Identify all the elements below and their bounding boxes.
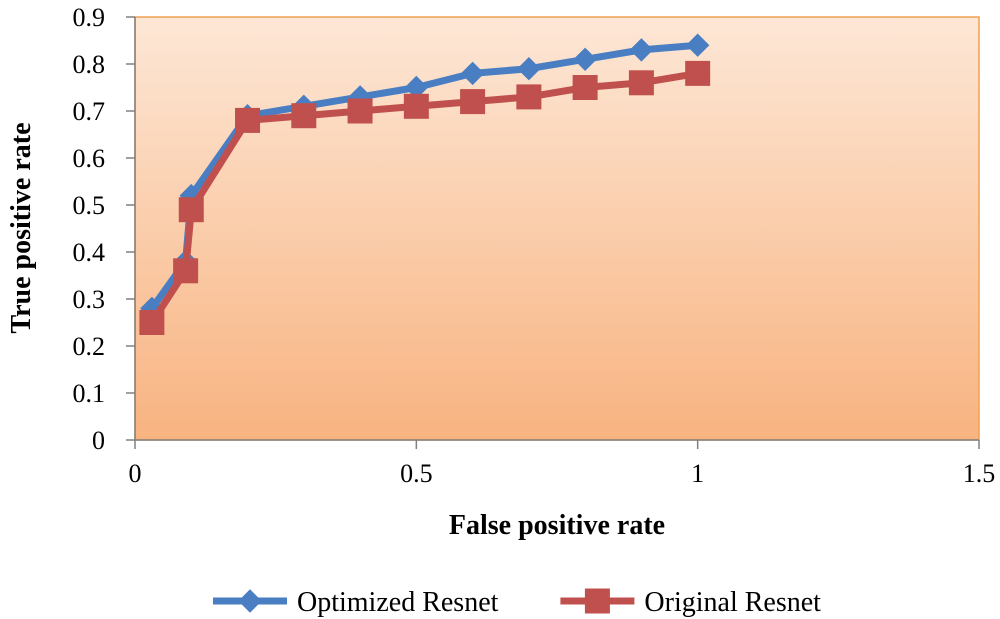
x-tick-label: 0 <box>129 459 142 488</box>
square-data-point <box>460 89 486 115</box>
legend-diamond-marker <box>238 589 262 613</box>
y-tick-label: 0 <box>92 426 105 455</box>
plot-area <box>134 16 980 441</box>
x-tick-label: 0.5 <box>400 459 433 488</box>
square-data-point <box>178 197 204 223</box>
x-axis-title: False positive rate <box>449 510 665 541</box>
square-data-point <box>572 75 598 100</box>
y-tick-label: 0.2 <box>73 332 106 361</box>
y-tick-label: 0.1 <box>73 379 106 408</box>
legend-item: Original Resnet <box>560 587 821 618</box>
legend: Optimized Resnet Original Resnet <box>213 587 821 618</box>
series-2 <box>139 60 711 335</box>
diamond-data-point <box>629 38 654 62</box>
square-data-point <box>173 258 199 284</box>
y-tick-label: 0.8 <box>73 50 106 79</box>
x-tick-label: 1 <box>691 459 704 488</box>
legend-label: Original Resnet <box>644 587 821 618</box>
y-tick-label: 0.3 <box>73 285 106 314</box>
y-tick-label: 0.6 <box>73 144 106 173</box>
square-data-point <box>347 98 373 124</box>
square-data-point <box>403 93 429 119</box>
x-axis: 0 0.5 1 1.5 <box>129 439 996 488</box>
diamond-data-point <box>685 33 710 57</box>
square-data-point <box>685 60 711 86</box>
square-data-point <box>628 70 654 96</box>
legend-item: Optimized Resnet <box>213 587 499 618</box>
y-tick-label: 0.5 <box>73 191 106 220</box>
x-tick-label: 1.5 <box>963 459 996 488</box>
y-axis: 0 0.1 0.2 0.3 0.4 0.5 0.6 0.7 0.8 0.9 <box>73 3 136 455</box>
y-axis-title: True positive rate <box>6 123 37 334</box>
y-tick-label: 0.9 <box>73 3 106 32</box>
square-data-point <box>516 84 542 110</box>
legend-label: Optimized Resnet <box>297 587 499 618</box>
square-data-point <box>291 103 317 129</box>
series-layer <box>139 33 711 335</box>
legend-square-marker <box>584 588 610 614</box>
diamond-data-point <box>573 47 597 72</box>
y-tick-label: 0.7 <box>73 97 106 126</box>
y-tick-label: 0.4 <box>73 238 106 267</box>
diamond-data-point <box>517 56 541 81</box>
square-data-point <box>235 107 261 133</box>
diamond-data-point <box>460 61 485 86</box>
square-data-point <box>139 310 165 335</box>
